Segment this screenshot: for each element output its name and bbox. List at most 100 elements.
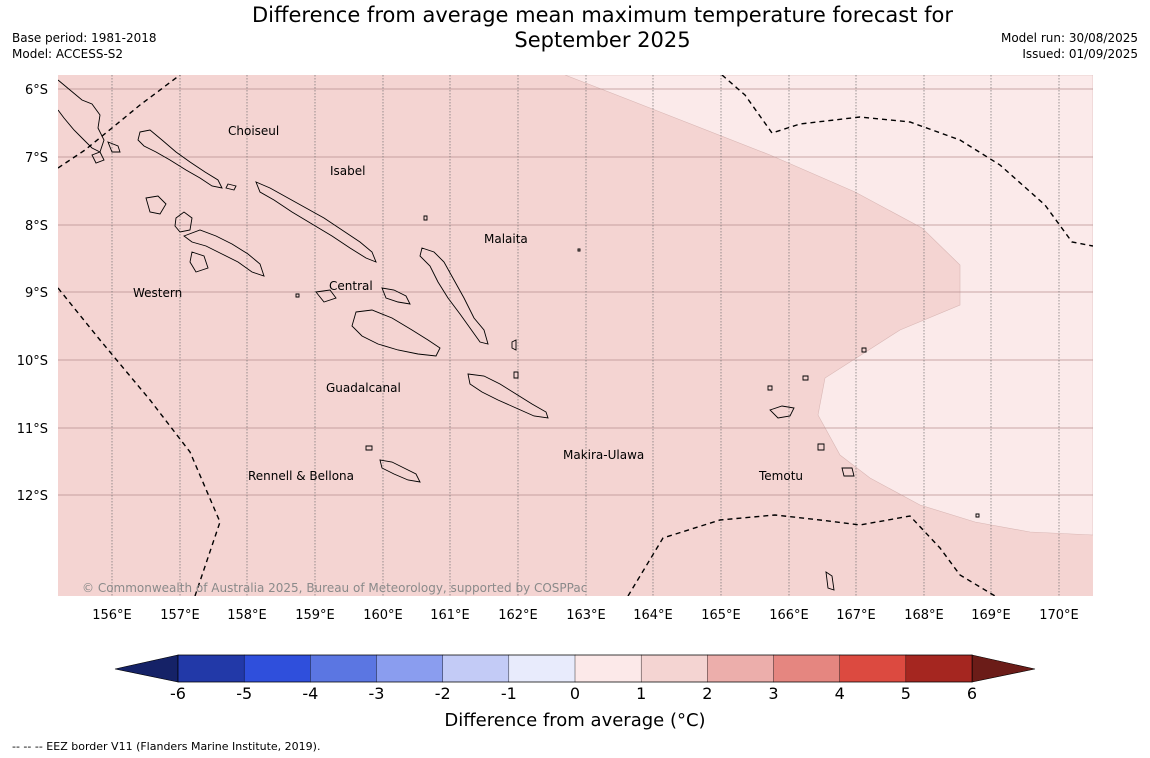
region-label-western: Western [133,286,182,300]
colorbar-tick-label: 0 [570,684,580,700]
region-label-isabel: Isabel [330,164,365,178]
issued-date: Issued: 01/09/2025 [1022,47,1138,61]
lon-label: 167°E [836,608,876,623]
lon-label: 160°E [363,608,403,623]
latitude-labels: 6°S 7°S 8°S 9°S 10°S 11°S 12°S [17,83,48,504]
lon-label: 156°E [92,608,132,623]
island-small-north [107,141,121,153]
eez-border [58,75,1093,596]
colorbar-segment [640,654,709,683]
colorbar-tick-label: 1 [636,684,646,700]
colorbar: -6 -5 -4 -3 -2 -1 0 1 2 3 4 5 6 [114,654,1036,700]
colorbar-under-arrow [114,654,179,683]
island-new-georgia [183,229,265,277]
lon-label: 162°E [498,608,538,623]
lon-label: 164°E [633,608,673,623]
island-temotu-small-7 [975,513,980,518]
copyright-notice: © Commonwealth of Australia 2025, Bureau… [82,581,587,595]
island-vella-lavella [145,195,167,215]
island-choiseul [137,129,223,189]
colorbar-tick-label: 6 [967,684,977,700]
lat-label: 7°S [25,151,48,166]
region-label-temotu: Temotu [758,469,803,483]
meta-left: Base period: 1981-2018 Model: ACCESS-S2 [12,30,157,62]
footnote-eez: -- -- -- EEZ border V11 (Flanders Marine… [12,740,321,753]
region-label-rennell-bellona: Rennell & Bellona [248,469,354,483]
region-label-guadalcanal: Guadalcanal [326,381,401,395]
colorbar-tick-label: 2 [702,684,712,700]
colorbar-tick-label: -2 [435,684,451,700]
lat-label: 11°S [17,422,48,437]
island-small-malaita [511,339,517,351]
longitude-labels: 156°E 157°E 158°E 159°E 160°E 161°E 162°… [92,608,1079,623]
meta-right: Model run: 30/08/2025 Issued: 01/09/2025 [1001,30,1138,62]
lon-label: 165°E [701,608,741,623]
colorbar-segment [310,654,378,683]
island-guadalcanal [351,309,441,357]
colorbar-title: Difference from average (°C) [444,710,706,731]
island-malaita [419,247,489,345]
colorbar-segment [707,654,775,683]
island-temotu-small-2 [802,375,809,381]
colorbar-segment [243,654,312,683]
colorbar-tick-label: -5 [236,684,252,700]
region-label-choiseul: Choiseul [228,124,279,138]
region-label-malaita: Malaita [484,232,528,246]
island-small-east [577,248,581,252]
island-florida [381,287,411,305]
base-period: Base period: 1981-2018 [12,31,157,45]
island-temotu-small-1 [767,385,773,391]
island-rennell [379,459,421,483]
lat-label: 8°S [25,219,48,234]
lon-label: 161°E [430,608,470,623]
lon-label: 158°E [227,608,267,623]
title-line-1: Difference from average mean maximum tem… [252,3,953,27]
lon-label: 168°E [904,608,944,623]
colorbar-tick-label: 3 [768,684,778,700]
map-figure: Choiseul Isabel Malaita Western Central … [17,75,1093,700]
island-nendo [769,405,795,419]
region-label-makira-ulawa: Makira-Ulawa [563,448,644,462]
colorbar-segment [574,654,642,683]
island-isabel [255,181,377,263]
colorbar-over-arrow [971,654,1036,683]
lon-label: 159°E [295,608,335,623]
lat-label: 6°S [25,83,48,98]
model-run: Model run: 30/08/2025 [1000,31,1138,45]
island-kolombangara [174,211,193,233]
colorbar-segment [442,654,510,683]
island-small-central [295,293,300,298]
island-small-north-2 [91,151,105,164]
island-temotu-small-3 [817,443,825,451]
colorbar-segment [905,654,973,683]
lon-label: 163°E [566,608,606,623]
map-panel: Choiseul Isabel Malaita Western Central … [58,75,1093,596]
coastlines [58,79,980,591]
island-ulawa [513,371,519,379]
colorbar-segment [177,654,245,683]
colorbar-segment [773,654,841,683]
colorbar-tick-label: -4 [302,684,318,700]
island-bougainville [58,79,105,153]
island-temotu-small-4 [841,467,855,477]
lat-label: 10°S [17,354,48,369]
region-label-central: Central [329,279,373,293]
lon-label: 157°E [160,608,200,623]
lon-label: 170°E [1039,608,1079,623]
colorbar-tick-label: 4 [835,684,845,700]
island-savo-russell [315,289,337,303]
lat-label: 12°S [17,489,48,504]
model-name: Model: ACCESS-S2 [12,47,124,61]
anomaly-band-0-to-1 [564,75,1093,536]
island-small-isabel [423,215,428,221]
lat-label: 9°S [25,286,48,301]
map-title: Difference from average mean maximum tem… [200,3,1005,53]
colorbar-segment [839,654,907,683]
colorbar-segment [376,654,444,683]
island-choiseul-small [225,183,237,191]
title-line-2: September 2025 [514,28,691,52]
island-bellona [365,445,373,451]
island-makira [467,373,549,419]
colorbar-tick-label: -1 [501,684,517,700]
colorbar-tick-label: 5 [901,684,911,700]
